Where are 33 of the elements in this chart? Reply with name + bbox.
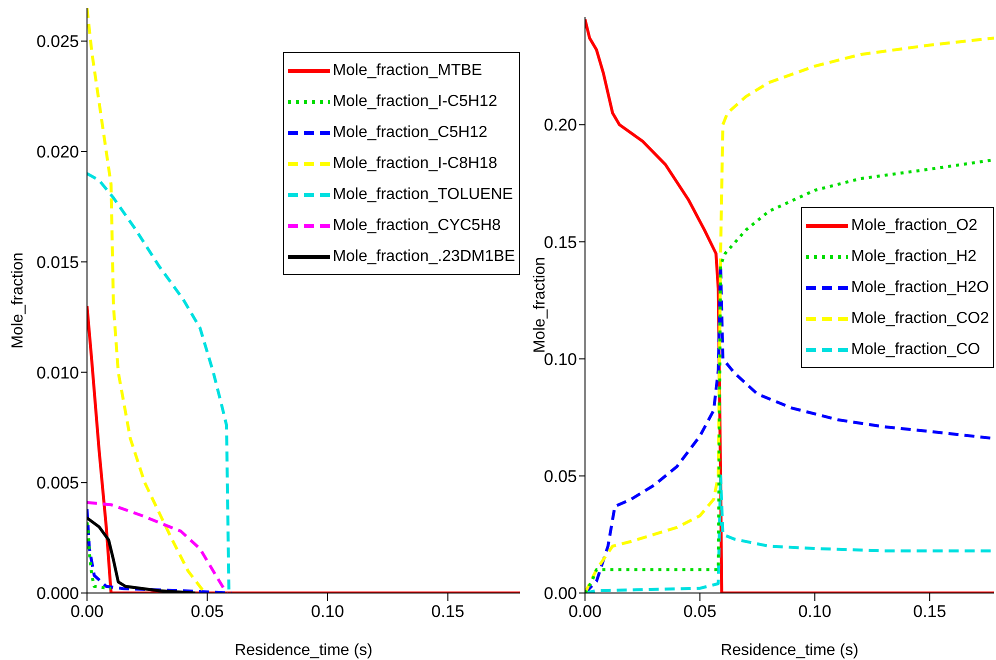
legend-label: Mole_fraction_H2 xyxy=(851,248,977,266)
legend-label: Mole_fraction_MTBE xyxy=(332,62,482,80)
y-tick-label: 0.20 xyxy=(544,116,577,135)
y-tick-label: 0.000 xyxy=(36,584,79,604)
y-tick-label: 0.015 xyxy=(36,252,79,272)
y-tick-label: 0.15 xyxy=(544,232,577,252)
y-tick-label: 0.010 xyxy=(36,363,79,382)
y-tick-label: 0.025 xyxy=(36,32,79,52)
x-tick-label: 0.05 xyxy=(683,602,716,622)
legend-label: Mole_fraction_.23DM1BE xyxy=(332,248,515,266)
y-tick-label: 0.020 xyxy=(36,142,79,162)
x-tick-label: 0.05 xyxy=(190,602,224,622)
x-tick-label: 0.00 xyxy=(568,602,602,622)
y-tick-label: 0.00 xyxy=(544,584,577,604)
legend-label: Mole_fraction_TOLUENE xyxy=(332,186,513,204)
legend-label: Mole_fraction_O2 xyxy=(851,216,978,234)
x-tick-label: 0.10 xyxy=(311,602,344,622)
legend-label: Mole_fraction_H2O xyxy=(851,278,989,296)
y-tick-label: 0.005 xyxy=(36,474,79,493)
y-tick-label: 0.05 xyxy=(544,466,577,486)
x-axis-title: Residence_time (s) xyxy=(720,642,858,659)
x-tick-label: 0.00 xyxy=(70,602,104,622)
y-axis-title: Mole_fraction xyxy=(10,252,27,349)
x-axis-title: Residence_time (s) xyxy=(234,642,372,659)
legend-label: Mole_fraction_CO xyxy=(851,340,980,358)
x-tick-label: 0.15 xyxy=(431,602,464,622)
legend-label: Mole_fraction_I-C8H18 xyxy=(332,154,498,172)
x-tick-label: 0.15 xyxy=(913,602,946,622)
legend-label: Mole_fraction_I-C5H12 xyxy=(332,92,498,110)
legend-label: Mole_fraction_C5H12 xyxy=(332,124,488,142)
legend-label: Mole_fraction_CO2 xyxy=(851,310,989,328)
legend-label: Mole_fraction_CYC5H8 xyxy=(332,216,501,234)
x-tick-label: 0.10 xyxy=(798,602,832,622)
